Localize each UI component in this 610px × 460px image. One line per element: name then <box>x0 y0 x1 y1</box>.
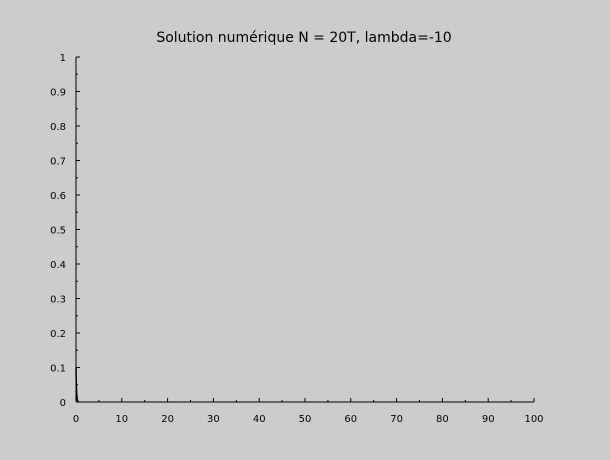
y-tick-label: 1 <box>60 53 66 64</box>
y-tick-label: 0.5 <box>50 226 66 237</box>
y-tick-label: 0 <box>60 398 66 409</box>
y-tick-label: 0.9 <box>50 88 66 99</box>
y-tick-label: 0.6 <box>50 191 66 202</box>
y-tick-label: 0.8 <box>50 122 66 133</box>
axes <box>75 57 534 403</box>
x-tick-label: 20 <box>161 414 174 425</box>
x-tick-label: 100 <box>524 414 543 425</box>
y-tick-label: 0.1 <box>50 364 66 375</box>
x-tick-label: 50 <box>299 414 312 425</box>
x-tick-label: 70 <box>390 414 403 425</box>
series-line <box>75 367 79 403</box>
chart-title: Solution numérique N = 20T, lambda=-10 <box>156 30 451 46</box>
x-tick-label: 60 <box>344 414 357 425</box>
y-tick-label: 0.2 <box>50 329 66 340</box>
series-group <box>75 367 79 403</box>
y-tick-label: 0.4 <box>50 260 66 271</box>
x-tick-label: 40 <box>253 414 266 425</box>
x-tick-label: 0 <box>73 414 79 425</box>
x-tick-label: 80 <box>436 414 449 425</box>
x-tick-label: 30 <box>207 414 220 425</box>
ticks: 0 10 20 30 40 50 60 70 80 90 100 0 0.1 0.2 0.3 0.4 0.5 0.… <box>50 53 543 425</box>
y-tick-label: 0.3 <box>50 295 66 306</box>
x-tick-label: 90 <box>482 414 495 425</box>
y-tick-label: 0.7 <box>50 157 66 168</box>
x-tick-label: 10 <box>115 414 128 425</box>
